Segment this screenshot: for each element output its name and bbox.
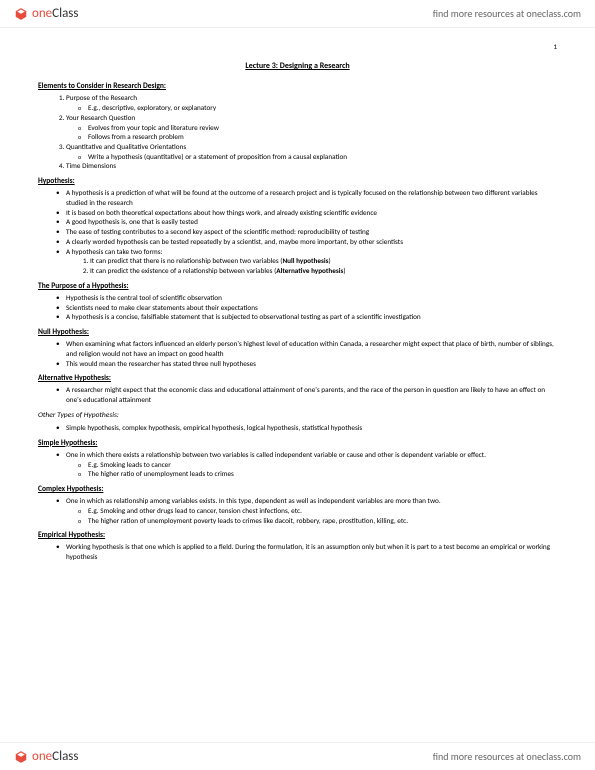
other-types-list: Simple hypothesis, complex hypothesis, e… [38, 423, 557, 433]
sub-item: Write a hypothesis (quantitative) or a s… [88, 152, 557, 162]
item-text: Quantitative and Qualitative Orientation… [66, 142, 186, 151]
sub-item: It can predict that there is no relation… [90, 256, 557, 266]
list-item: It is based on both theoretical expectat… [66, 208, 557, 218]
list-item: Time Dimensions [66, 161, 557, 171]
header-tagline: find more resources at oneclass.com [433, 7, 581, 20]
item-text: One in which as relationship among varia… [66, 496, 441, 505]
sub-item: The higher ration of unemployment povert… [88, 516, 557, 526]
list-item: Working hypothesis is that one which is … [66, 542, 557, 561]
complex-hyp-list: One in which as relationship among varia… [38, 496, 557, 525]
item-text: Your Research Question [66, 113, 135, 122]
purpose-list: Hypothesis is the central tool of scient… [38, 293, 557, 322]
list-item: A hypothesis is a prediction of what wil… [66, 188, 557, 207]
list-item: Hypothesis is the central tool of scient… [66, 293, 557, 303]
section-heading: Hypothesis: [38, 177, 557, 187]
page-number: 1 [38, 42, 557, 51]
sub-item: E.g. Smoking leads to cancer [88, 460, 557, 470]
list-item: Purpose of the Research E.g., descriptiv… [66, 93, 557, 112]
header-bar: oneClass find more resources at oneclass… [0, 0, 595, 28]
section-heading: Alternative Hypothesis: [38, 374, 557, 384]
list-item: A researcher might expect that the econo… [66, 385, 557, 404]
brand-class: Class [52, 6, 78, 21]
list-item: This would mean the researcher has state… [66, 359, 557, 369]
brand-logo: oneClass [14, 6, 78, 21]
list-item: Scientists need to make clear statements… [66, 303, 557, 313]
footer-tagline: find more resources at oneclass.com [433, 750, 581, 763]
brand-class: Class [52, 749, 78, 764]
brand-one: one [32, 749, 52, 764]
list-item: A good hypothesis is, one that is easily… [66, 217, 557, 227]
list-item: A clearly worded hypothesis can be teste… [66, 237, 557, 247]
section-heading: Complex Hypothesis: [38, 485, 557, 495]
list-item: One in which there exists a relationship… [66, 450, 557, 479]
sub-item: E.g. Smoking and other drugs lead to can… [88, 506, 557, 516]
list-item: Simple hypothesis, complex hypothesis, e… [66, 423, 557, 433]
footer-bar: oneClass find more resources at oneclass… [0, 742, 595, 770]
alt-hyp-list: A researcher might expect that the econo… [38, 385, 557, 404]
elements-list: Purpose of the Research E.g., descriptiv… [38, 93, 557, 171]
section-heading-italic: Other Types of Hypothesis: [38, 411, 557, 421]
brand-one: one [32, 6, 52, 21]
page-title: Lecture 3: Designing a Research [38, 61, 557, 72]
sub-item: It can predict the existence of a relati… [90, 266, 557, 276]
item-text: Purpose of the Research [66, 93, 137, 102]
sub-item: Follows from a research problem [88, 132, 557, 142]
list-item: One in which as relationship among varia… [66, 496, 557, 525]
section-heading: Null Hypothesis: [38, 328, 557, 338]
brand-icon [14, 750, 28, 764]
document-page: 1 Lecture 3: Designing a Research Elemen… [0, 28, 595, 742]
sub-item: E.g., descriptive, exploratory, or expla… [88, 103, 557, 113]
list-item: When examining what factors influenced a… [66, 339, 557, 358]
item-text: One in which there exists a relationship… [66, 450, 486, 459]
brand-logo-footer: oneClass [14, 749, 78, 764]
section-heading: The Purpose of a Hypothesis: [38, 282, 557, 292]
sub-item: The higher ratio of unemployment leads t… [88, 469, 557, 479]
item-text: A hypothesis can take two forms: [66, 247, 162, 256]
section-heading: Simple Hypothesis: [38, 439, 557, 449]
empirical-hyp-list: Working hypothesis is that one which is … [38, 542, 557, 561]
list-item: A hypothesis is a concise, falsifiable s… [66, 312, 557, 322]
section-heading: Elements to Consider in Research Design: [38, 82, 557, 92]
sub-item: Evolves from your topic and literature r… [88, 123, 557, 133]
list-item: The ease of testing contributes to a sec… [66, 227, 557, 237]
brand-icon [14, 7, 28, 21]
hypothesis-list: A hypothesis is a prediction of what wil… [38, 188, 557, 275]
section-heading: Empirical Hypothesis: [38, 531, 557, 541]
null-hyp-list: When examining what factors influenced a… [38, 339, 557, 368]
list-item: Quantitative and Qualitative Orientation… [66, 142, 557, 161]
simple-hyp-list: One in which there exists a relationship… [38, 450, 557, 479]
list-item: A hypothesis can take two forms: It can … [66, 247, 557, 276]
list-item: Your Research Question Evolves from your… [66, 113, 557, 142]
